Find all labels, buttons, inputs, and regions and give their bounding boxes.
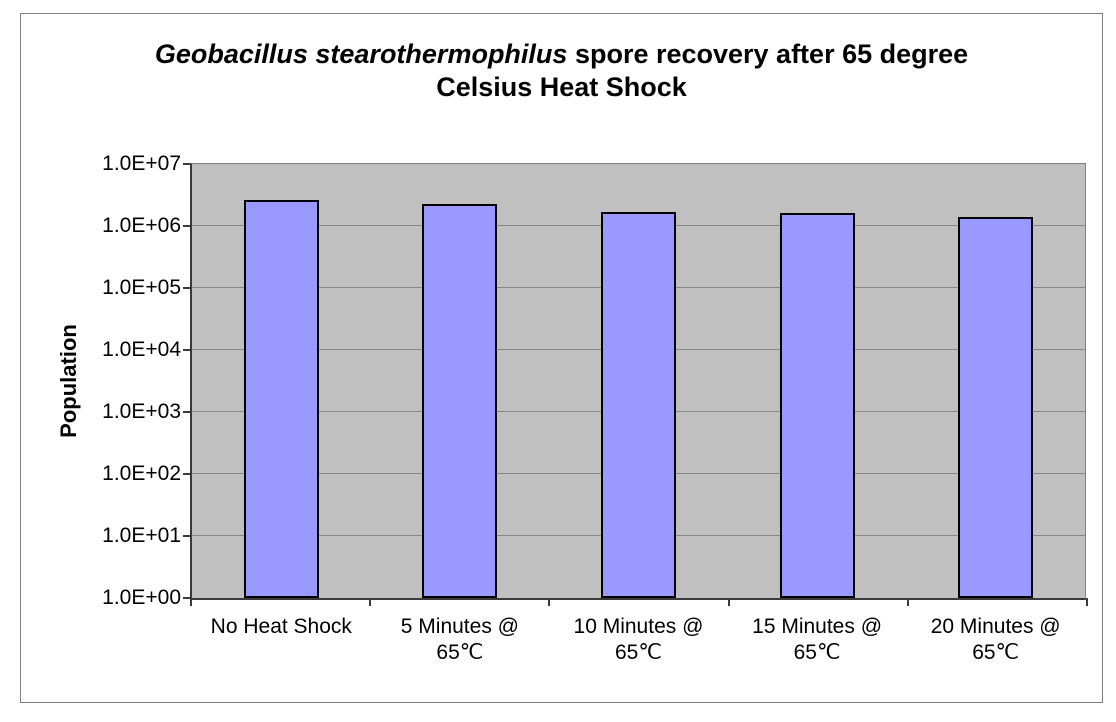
y-axis-tick xyxy=(183,597,190,599)
y-tick-label: 1.0E+03 xyxy=(102,400,181,423)
bar xyxy=(958,217,1034,598)
chart-title-line2: Celsius Heat Shock xyxy=(436,72,687,102)
chart-title-species: Geobacillus stearothermophilus xyxy=(154,39,568,69)
x-tick-label: 15 Minutes @ 65℃ xyxy=(752,615,883,664)
y-axis-tick xyxy=(183,473,190,475)
y-tick-label: 1.0E+07 xyxy=(102,152,181,175)
y-tick-label: 1.0E+05 xyxy=(102,276,181,299)
y-tick-label: 1.0E+02 xyxy=(102,462,181,485)
plot-area xyxy=(190,163,1086,600)
y-tick-label: 1.0E+04 xyxy=(102,338,181,361)
y-axis-tick xyxy=(183,535,190,537)
chart-frame: Geobacillus stearothermophilus spore rec… xyxy=(20,13,1103,703)
chart-title-line1: Geobacillus stearothermophilus spore rec… xyxy=(21,38,1102,71)
x-axis-tick xyxy=(190,598,192,606)
bar xyxy=(779,213,855,598)
y-axis-tick xyxy=(183,287,190,289)
y-tick-label: 1.0E+00 xyxy=(102,586,181,609)
x-axis-tick xyxy=(1086,598,1088,606)
x-axis-tick xyxy=(727,598,730,606)
chart-title-line1-rest: spore recovery after 65 degree xyxy=(567,39,969,69)
y-axis-tick xyxy=(183,349,190,351)
y-axis-tick xyxy=(183,411,190,413)
chart-title: Geobacillus stearothermophilus spore rec… xyxy=(21,38,1102,104)
x-tick-label: 5 Minutes @ 65℃ xyxy=(400,615,519,664)
y-axis-tick xyxy=(183,163,190,165)
x-axis-tick xyxy=(906,598,909,606)
y-tick-label: 1.0E+01 xyxy=(102,524,181,547)
bar xyxy=(422,204,498,598)
x-tick-label: 10 Minutes @ 65℃ xyxy=(573,615,704,664)
y-tick-label: 1.0E+06 xyxy=(102,214,181,237)
y-axis-tick xyxy=(183,225,190,227)
bar xyxy=(601,212,676,598)
bar xyxy=(243,200,319,598)
x-tick-label: 20 Minutes @ 65℃ xyxy=(930,615,1061,664)
x-tick-label: No Heat Shock xyxy=(210,615,352,638)
x-axis-tick xyxy=(548,598,551,606)
x-axis-tick xyxy=(369,598,372,606)
